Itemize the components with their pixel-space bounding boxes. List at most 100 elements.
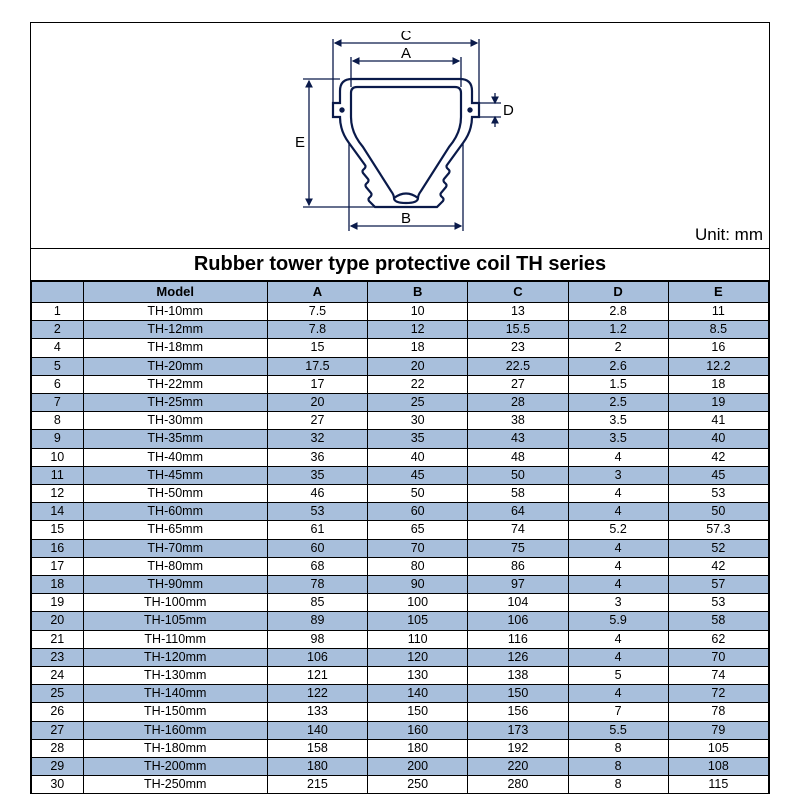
- table-row: 12TH-50mm465058453: [32, 485, 769, 503]
- table-row: 27TH-160mm1401601735.579: [32, 721, 769, 739]
- cell-c: 173: [468, 721, 568, 739]
- cell-idx: 29: [32, 758, 84, 776]
- cell-model: TH-50mm: [83, 485, 267, 503]
- cell-idx: 1: [32, 303, 84, 321]
- cell-b: 18: [368, 339, 468, 357]
- cell-d: 7: [568, 703, 668, 721]
- cell-c: 22.5: [468, 357, 568, 375]
- table-row: 11TH-45mm354550345: [32, 466, 769, 484]
- cell-e: 45: [668, 466, 768, 484]
- cell-idx: 19: [32, 594, 84, 612]
- cell-model: TH-100mm: [83, 594, 267, 612]
- cell-model: TH-18mm: [83, 339, 267, 357]
- diagram-area: C A D E: [31, 23, 769, 249]
- col-a: A: [267, 282, 367, 303]
- cell-e: 52: [668, 539, 768, 557]
- cell-b: 105: [368, 612, 468, 630]
- cell-a: 140: [267, 721, 367, 739]
- cell-c: 104: [468, 594, 568, 612]
- cell-a: 121: [267, 667, 367, 685]
- cell-model: TH-90mm: [83, 576, 267, 594]
- cell-idx: 26: [32, 703, 84, 721]
- cell-d: 5.9: [568, 612, 668, 630]
- cell-model: TH-40mm: [83, 448, 267, 466]
- cell-c: 27: [468, 375, 568, 393]
- cell-d: 5.5: [568, 721, 668, 739]
- cell-b: 22: [368, 375, 468, 393]
- cell-idx: 18: [32, 576, 84, 594]
- cell-idx: 27: [32, 721, 84, 739]
- table-row: 18TH-90mm789097457: [32, 576, 769, 594]
- cell-d: 1.5: [568, 375, 668, 393]
- cell-e: 108: [668, 758, 768, 776]
- cell-idx: 20: [32, 612, 84, 630]
- table-row: 28TH-180mm1581801928105: [32, 739, 769, 757]
- table-row: 29TH-200mm1802002208108: [32, 758, 769, 776]
- cell-b: 45: [368, 466, 468, 484]
- cell-e: 12.2: [668, 357, 768, 375]
- dim-label-c: C: [401, 31, 412, 44]
- cell-c: 150: [468, 685, 568, 703]
- cell-e: 105: [668, 739, 768, 757]
- cell-c: 86: [468, 557, 568, 575]
- col-e: E: [668, 282, 768, 303]
- cell-e: 41: [668, 412, 768, 430]
- cell-c: 13: [468, 303, 568, 321]
- table-row: 16TH-70mm607075452: [32, 539, 769, 557]
- cell-idx: 5: [32, 357, 84, 375]
- cell-idx: 21: [32, 630, 84, 648]
- cell-c: 48: [468, 448, 568, 466]
- cell-e: 8.5: [668, 321, 768, 339]
- table-row: 14TH-60mm536064450: [32, 503, 769, 521]
- col-b: B: [368, 282, 468, 303]
- table-row: 26TH-150mm133150156778: [32, 703, 769, 721]
- cell-c: 38: [468, 412, 568, 430]
- table-row: 20TH-105mm891051065.958: [32, 612, 769, 630]
- cell-d: 3: [568, 466, 668, 484]
- cell-b: 70: [368, 539, 468, 557]
- table-row: 6TH-22mm1722271.518: [32, 375, 769, 393]
- cell-model: TH-105mm: [83, 612, 267, 630]
- col-index: [32, 282, 84, 303]
- cell-b: 65: [368, 521, 468, 539]
- cell-b: 30: [368, 412, 468, 430]
- cell-c: 50: [468, 466, 568, 484]
- cell-c: 220: [468, 758, 568, 776]
- cell-model: TH-200mm: [83, 758, 267, 776]
- cell-c: 23: [468, 339, 568, 357]
- cell-d: 1.2: [568, 321, 668, 339]
- cell-idx: 28: [32, 739, 84, 757]
- cell-model: TH-140mm: [83, 685, 267, 703]
- cell-b: 12: [368, 321, 468, 339]
- cell-model: TH-20mm: [83, 357, 267, 375]
- cell-d: 5.2: [568, 521, 668, 539]
- table-row: 25TH-140mm122140150472: [32, 685, 769, 703]
- col-c: C: [468, 282, 568, 303]
- datasheet-container: C A D E: [30, 22, 770, 794]
- cross-section-diagram: C A D E: [245, 31, 555, 241]
- cell-model: TH-60mm: [83, 503, 267, 521]
- cell-b: 90: [368, 576, 468, 594]
- cell-b: 250: [368, 776, 468, 794]
- cell-a: 68: [267, 557, 367, 575]
- table-row: 19TH-100mm85100104353: [32, 594, 769, 612]
- table-row: 30TH-250mm2152502808115: [32, 776, 769, 794]
- cell-d: 2: [568, 339, 668, 357]
- cell-model: TH-35mm: [83, 430, 267, 448]
- cell-d: 2.6: [568, 357, 668, 375]
- cell-a: 158: [267, 739, 367, 757]
- cell-idx: 23: [32, 648, 84, 666]
- cell-d: 2.8: [568, 303, 668, 321]
- cell-idx: 16: [32, 539, 84, 557]
- cell-a: 106: [267, 648, 367, 666]
- cell-e: 70: [668, 648, 768, 666]
- table-row: 24TH-130mm121130138574: [32, 667, 769, 685]
- cell-e: 78: [668, 703, 768, 721]
- cell-c: 106: [468, 612, 568, 630]
- cell-d: 4: [568, 448, 668, 466]
- cell-a: 122: [267, 685, 367, 703]
- dim-label-e: E: [295, 134, 305, 151]
- cell-c: 75: [468, 539, 568, 557]
- cell-model: TH-30mm: [83, 412, 267, 430]
- col-model: Model: [83, 282, 267, 303]
